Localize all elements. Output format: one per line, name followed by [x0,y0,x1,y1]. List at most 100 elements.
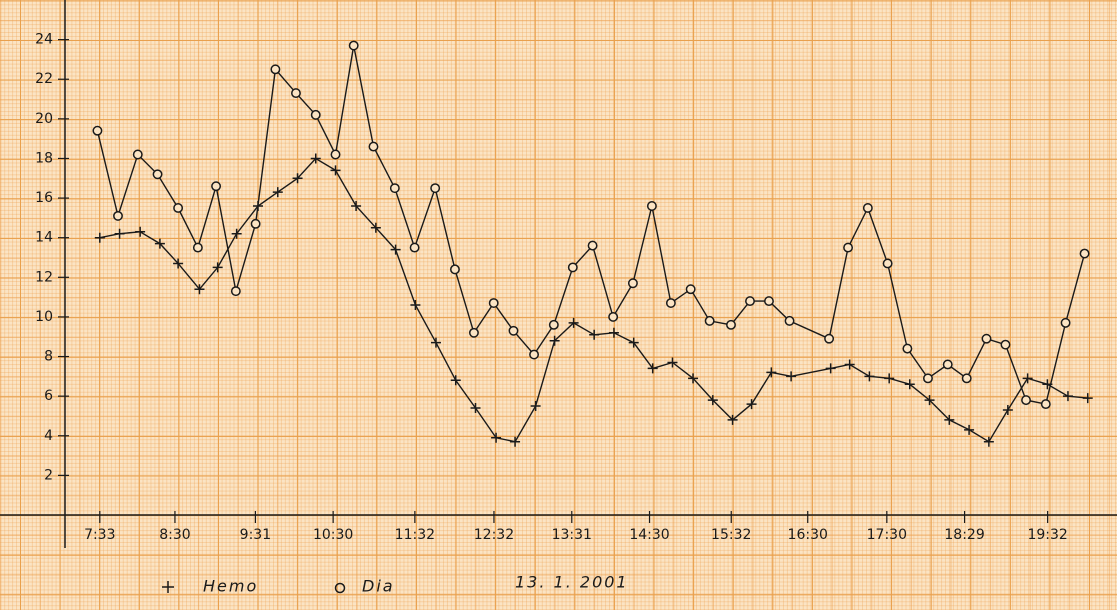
legend-symbol [334,582,346,594]
point [510,436,521,447]
y-tick-label: 20 [35,111,53,127]
point [646,201,657,211]
y-tick-label: 2 [44,467,53,483]
point [94,232,105,243]
legend-symbol [162,581,174,593]
point [904,379,915,390]
point [627,278,638,289]
x-tick-label: 9:31 [240,527,271,543]
point [114,228,125,239]
point [430,183,441,194]
x-tick-label: 7:33 [84,527,115,543]
point [1062,391,1073,402]
legend-label: Dia [362,577,395,596]
point [292,173,303,184]
point [212,262,223,273]
point [113,210,123,221]
point [924,395,935,406]
point [608,327,619,338]
point [745,296,755,307]
point [589,329,600,340]
date: 13. 1. 2001 [515,573,629,592]
x-tick-label: 15:32 [711,527,751,543]
point [529,349,539,360]
x-tick-label: 16:30 [788,527,828,543]
point [389,183,400,194]
point [491,432,502,443]
x-tick-label: 10:30 [313,527,353,543]
y-tick-label: 14 [35,230,53,246]
point [132,149,143,160]
point [291,88,301,99]
point [135,226,146,237]
point [1000,339,1011,350]
point [667,357,678,368]
point [194,284,205,295]
point [173,258,184,269]
point [270,64,281,75]
point [1022,373,1033,384]
point [192,242,203,253]
point [330,149,341,160]
point [764,296,774,307]
series-line [99,157,1088,443]
point [964,424,975,435]
y-tick-label: 6 [44,388,53,404]
point [1079,248,1090,259]
point [1040,399,1051,410]
point [410,300,421,311]
x-tick-label: 17:30 [867,527,907,543]
point [92,125,103,136]
x-tick-label: 13:31 [552,527,592,543]
point [862,203,873,213]
y-tick-label: 22 [35,71,53,87]
point [844,359,855,370]
point [450,264,460,275]
point [272,187,283,198]
point [961,373,972,384]
point [211,181,222,192]
y-tick-label: 24 [35,32,53,48]
point [530,401,541,412]
point [727,414,738,425]
point [981,333,992,344]
point [884,373,895,384]
point [310,109,321,120]
point [608,311,619,322]
point [786,371,797,382]
point [824,333,835,344]
y-tick-label: 4 [44,428,53,444]
point [409,242,420,253]
point [154,238,165,249]
point [430,337,441,348]
point [468,327,479,338]
y-tick-label: 12 [35,269,53,285]
point [688,373,699,384]
point [843,242,854,253]
point [568,317,579,328]
y-tick-label: 8 [44,349,53,365]
point [231,228,242,239]
point [983,436,994,447]
point [173,203,184,213]
point [348,40,359,51]
point [548,319,559,330]
point [470,403,481,414]
point [330,165,341,176]
point [944,414,955,425]
point [707,395,718,406]
point [549,335,560,346]
point [230,286,241,297]
point [1060,317,1071,328]
point [685,284,696,295]
point [368,141,379,152]
point [152,169,163,180]
point [351,201,362,211]
x-tick-label: 11:32 [395,527,435,543]
y-tick-label: 16 [35,190,53,206]
x-tick-label: 18:29 [944,527,984,543]
x-tick-label: 14:30 [629,527,669,543]
point [825,363,836,374]
point [864,371,875,382]
